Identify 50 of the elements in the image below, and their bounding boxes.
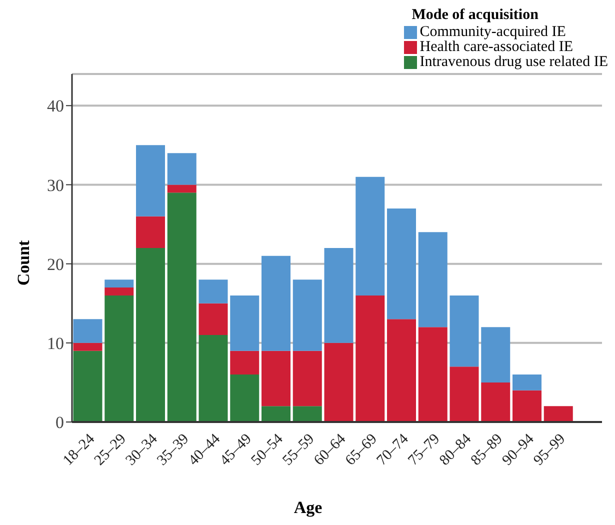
y-tick-label: 0 — [56, 413, 64, 432]
bar — [230, 350, 260, 375]
bar — [387, 208, 416, 320]
bar — [450, 295, 479, 367]
bar — [167, 153, 196, 185]
legend-title: Mode of acquisition — [410, 7, 540, 23]
bar — [324, 342, 354, 422]
bar — [324, 248, 354, 343]
bar — [167, 184, 196, 193]
bar — [418, 232, 448, 328]
legend-label: Community-acquired IE — [420, 24, 566, 40]
bar — [512, 390, 542, 422]
bar — [481, 327, 510, 382]
bar — [230, 374, 260, 422]
bar — [544, 406, 573, 422]
bar — [450, 366, 479, 422]
bar — [356, 176, 385, 296]
bar — [356, 295, 385, 422]
bar — [292, 280, 322, 351]
y-axis-title: Count — [14, 240, 34, 286]
bar — [387, 319, 416, 422]
legend-label: Intravenous drug use related IE — [420, 54, 608, 70]
bar — [104, 288, 134, 296]
bar — [73, 319, 102, 343]
bar — [198, 335, 228, 422]
y-tick-label: 20 — [47, 254, 64, 274]
bar — [104, 295, 134, 422]
bar — [292, 406, 322, 422]
bar — [292, 350, 322, 406]
bar — [104, 280, 134, 288]
bar — [136, 216, 166, 248]
bar — [167, 192, 196, 422]
bar — [136, 248, 166, 422]
y-tick-label: 30 — [47, 176, 64, 195]
y-tick-label: 40 — [47, 96, 64, 116]
y-tick-label: 10 — [47, 334, 64, 353]
bar — [262, 406, 291, 422]
bar — [481, 382, 510, 422]
bar — [512, 374, 542, 390]
legend-label: Health care-associated IE — [420, 39, 573, 55]
bar — [198, 303, 228, 335]
bar — [198, 280, 228, 304]
bar — [262, 256, 291, 351]
bar — [230, 295, 260, 351]
x-axis-title: Age — [294, 498, 322, 518]
bar — [136, 145, 166, 216]
bar — [262, 350, 291, 406]
bar — [73, 350, 102, 422]
bar — [418, 327, 448, 422]
bar — [73, 342, 102, 351]
